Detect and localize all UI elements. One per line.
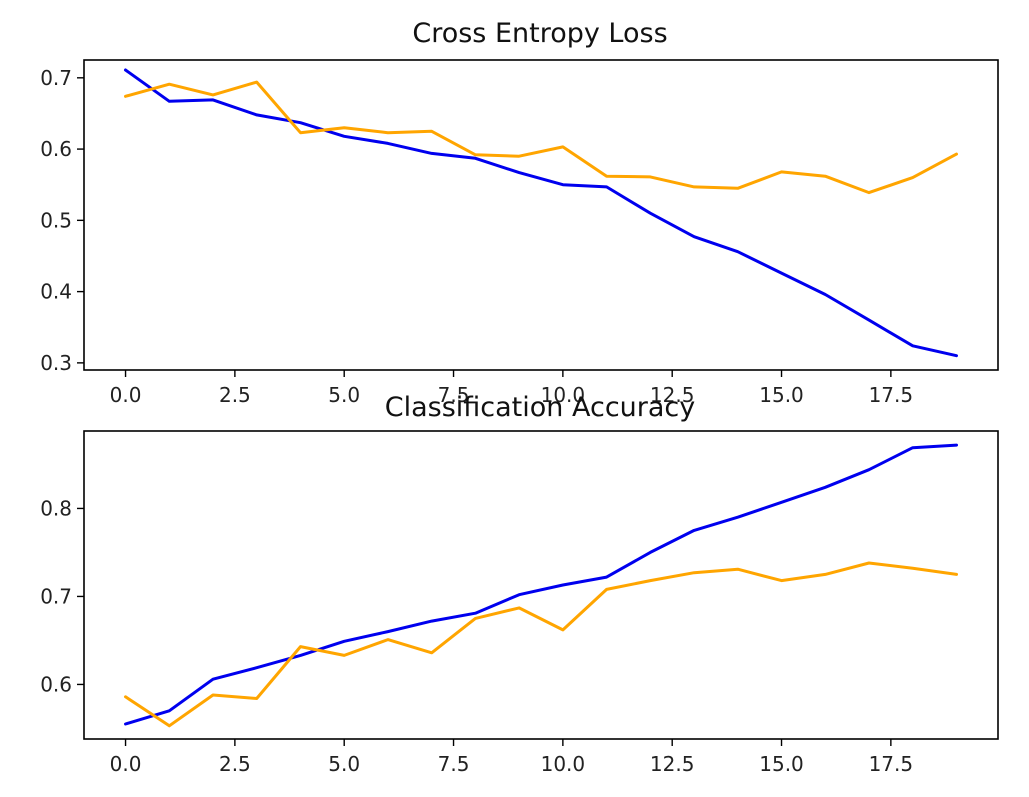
loss-x-tick-label: 7.5 — [438, 383, 470, 407]
accuracy-x-tick-label: 7.5 — [438, 752, 470, 776]
accuracy-series-blue-line — [124, 443, 958, 726]
accuracy-x-tick-label: 12.5 — [650, 752, 695, 776]
loss-y-tick-label: 0.5 — [40, 208, 72, 232]
loss-series-blue-line — [124, 68, 958, 358]
accuracy-y-tick-label: 0.7 — [40, 584, 72, 608]
accuracy-chart-panel: 0.0 2.5 5.0 7.5 10.0 12.5 15.0 17.5 0.6 0.7 0.8 — [40, 430, 999, 776]
accuracy-x-tick-label: 10.0 — [541, 752, 586, 776]
loss-x-tick-label: 2.5 — [219, 383, 251, 407]
loss-x-tick-label: 5.0 — [328, 383, 360, 407]
accuracy-y-tick-label: 0.6 — [40, 672, 72, 696]
loss-x-tick-label: 12.5 — [650, 383, 695, 407]
loss-x-tick-label: 0.0 — [110, 383, 142, 407]
loss-x-tick-label: 17.5 — [869, 383, 914, 407]
loss-series-orange-line — [124, 80, 958, 195]
accuracy-x-tick-label: 15.0 — [759, 752, 804, 776]
loss-y-tick-label: 0.7 — [40, 66, 72, 90]
accuracy-chart-title: Classification Accuracy — [385, 392, 696, 423]
loss-axes-frame — [83, 59, 999, 371]
loss-chart-title: Cross Entropy Loss — [412, 18, 667, 49]
accuracy-x-tick-label: 2.5 — [219, 752, 251, 776]
accuracy-x-tick-label: 17.5 — [869, 752, 914, 776]
loss-y-tick-label: 0.4 — [40, 280, 72, 304]
accuracy-x-tick-label: 5.0 — [328, 752, 360, 776]
accuracy-axes-frame — [83, 430, 999, 740]
accuracy-series-orange-line — [124, 561, 958, 728]
accuracy-x-tick-label: 0.0 — [110, 752, 142, 776]
accuracy-y-tick-label: 0.8 — [40, 496, 72, 520]
loss-y-tick-label: 0.3 — [40, 351, 72, 375]
loss-x-tick-label: 15.0 — [759, 383, 804, 407]
loss-x-tick-label: 10.0 — [541, 383, 586, 407]
loss-chart-panel: Cross Entropy Loss 0.0 2.5 5.0 7.5 10.0 12.5 1… — [40, 18, 999, 407]
loss-y-tick-label: 0.6 — [40, 137, 72, 161]
